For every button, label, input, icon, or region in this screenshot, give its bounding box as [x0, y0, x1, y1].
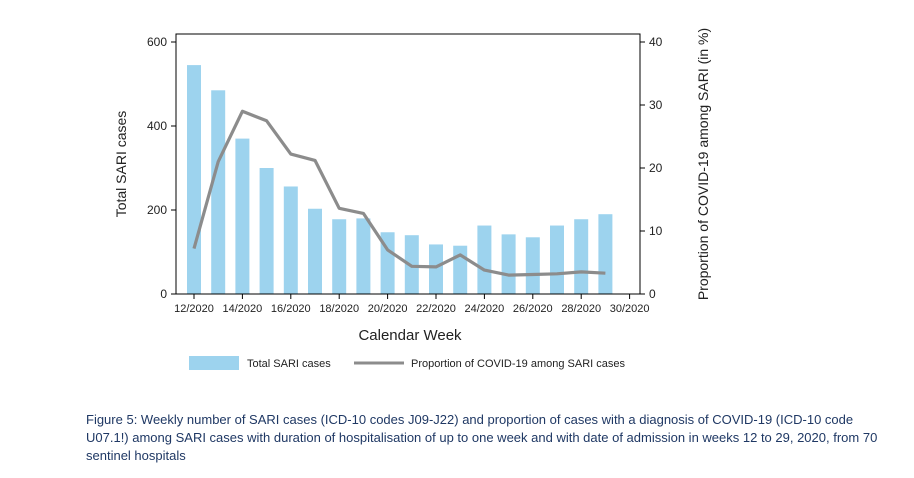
bar-20/2020 — [380, 232, 395, 294]
y-tick-label: 200 — [147, 203, 167, 217]
bar-19/2020 — [356, 218, 371, 294]
legend: Total SARI cases Proportion of COVID-19 … — [189, 356, 625, 370]
x-tick-label: 20/2020 — [368, 303, 408, 315]
bar-14/2020 — [235, 138, 250, 294]
x-tick-label: 26/2020 — [513, 303, 553, 315]
bar-15/2020 — [259, 168, 274, 294]
x-tick-label: 24/2020 — [465, 303, 505, 315]
bar-23/2020 — [453, 245, 468, 294]
y-axis-title: Total SARI cases — [113, 111, 129, 218]
y2-axis-title: Proportion of COVID-19 among SARI (in %) — [695, 28, 711, 300]
bar-22/2020 — [429, 244, 443, 294]
x-tick-label: 30/2020 — [610, 303, 650, 315]
bar-26/2020 — [525, 237, 540, 294]
x-axis: 12/2020 14/2020 16/2020 18/2020 20/2020 22/20… — [174, 294, 649, 315]
x-tick-label: 18/2020 — [319, 303, 359, 315]
bar-29/2020 — [598, 214, 613, 294]
chart: 0 200 400 600 0 10 20 30 40 12/2020 14/2020 16/20… — [113, 28, 711, 370]
legend-label-bars: Total SARI cases — [247, 358, 331, 370]
figure-caption: Figure 5: Weekly number of SARI cases (I… — [86, 412, 878, 463]
x-tick-label: 22/2020 — [416, 303, 456, 315]
y-axis-right: 0 10 20 30 40 — [640, 35, 663, 301]
bar-25/2020 — [501, 234, 516, 294]
sari-bars — [187, 65, 613, 294]
legend-label-line: Proportion of COVID-19 among SARI cases — [411, 358, 625, 370]
bar-27/2020 — [550, 225, 564, 294]
bar-16/2020 — [283, 186, 298, 294]
covid-proportion-line — [192, 109, 606, 277]
y2-tick-label: 10 — [649, 224, 663, 238]
x-axis-title: Calendar Week — [358, 327, 462, 344]
line-proportion-covid — [192, 109, 606, 277]
bar-28/2020 — [574, 219, 589, 294]
bar-18/2020 — [332, 219, 347, 294]
bar-24/2020 — [477, 225, 492, 294]
y-tick-label: 600 — [147, 35, 167, 49]
y-axis-left: 0 200 400 600 — [147, 35, 176, 301]
plot-frame — [175, 33, 641, 295]
y-tick-label: 400 — [147, 119, 167, 133]
y-tick-label: 0 — [160, 287, 167, 301]
x-tick-label: 12/2020 — [174, 303, 214, 315]
x-tick-label: 16/2020 — [271, 303, 311, 315]
x-tick-label: 28/2020 — [561, 303, 601, 315]
legend-swatch-bars — [189, 356, 239, 370]
y2-tick-label: 0 — [649, 287, 656, 301]
y2-tick-label: 40 — [649, 35, 663, 49]
bar-13/2020 — [211, 90, 226, 294]
x-tick-label: 14/2020 — [223, 303, 263, 315]
bar-17/2020 — [308, 208, 322, 294]
y2-tick-label: 30 — [649, 98, 663, 112]
y2-tick-label: 20 — [649, 161, 663, 175]
bar-12/2020 — [187, 65, 201, 294]
